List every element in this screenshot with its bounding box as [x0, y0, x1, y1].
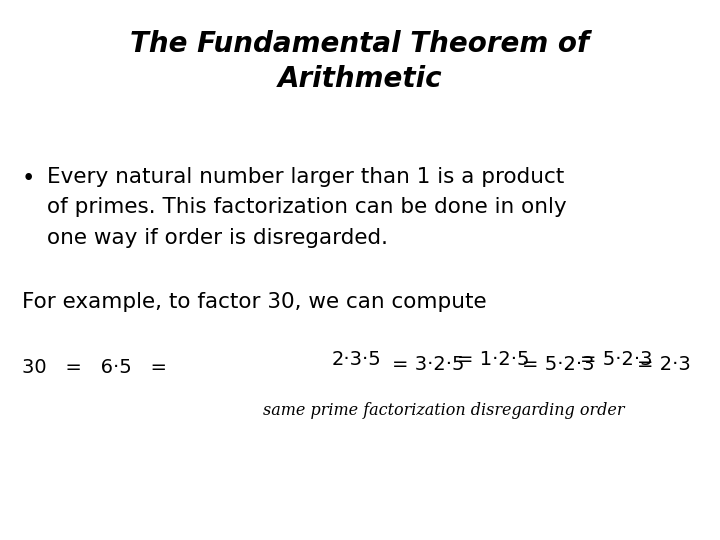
Text: 2·3·5: 2·3·5 [331, 349, 381, 369]
Text: For example, to factor 30, we can compute: For example, to factor 30, we can comput… [22, 292, 486, 312]
Text: 30   =   6·5   =: 30 = 6·5 = [22, 357, 166, 377]
Text: = 1·2·5: = 1·2·5 [457, 349, 530, 369]
Text: = 5·2·3: = 5·2·3 [522, 355, 595, 374]
Text: same prime factorization disregarding order: same prime factorization disregarding or… [263, 402, 624, 419]
Text: of primes. This factorization can be done in only: of primes. This factorization can be don… [47, 197, 567, 217]
Text: one way if order is disregarded.: one way if order is disregarded. [47, 228, 388, 248]
Text: Every natural number larger than 1 is a product: Every natural number larger than 1 is a … [47, 167, 564, 187]
Text: The Fundamental Theorem of
Arithmetic: The Fundamental Theorem of Arithmetic [130, 30, 590, 93]
Text: = 2·3: = 2·3 [637, 355, 691, 374]
Text: •: • [22, 167, 35, 191]
Text: = 5·2·3: = 5·2·3 [580, 349, 652, 369]
Text: = 3·2·5: = 3·2·5 [392, 355, 465, 374]
